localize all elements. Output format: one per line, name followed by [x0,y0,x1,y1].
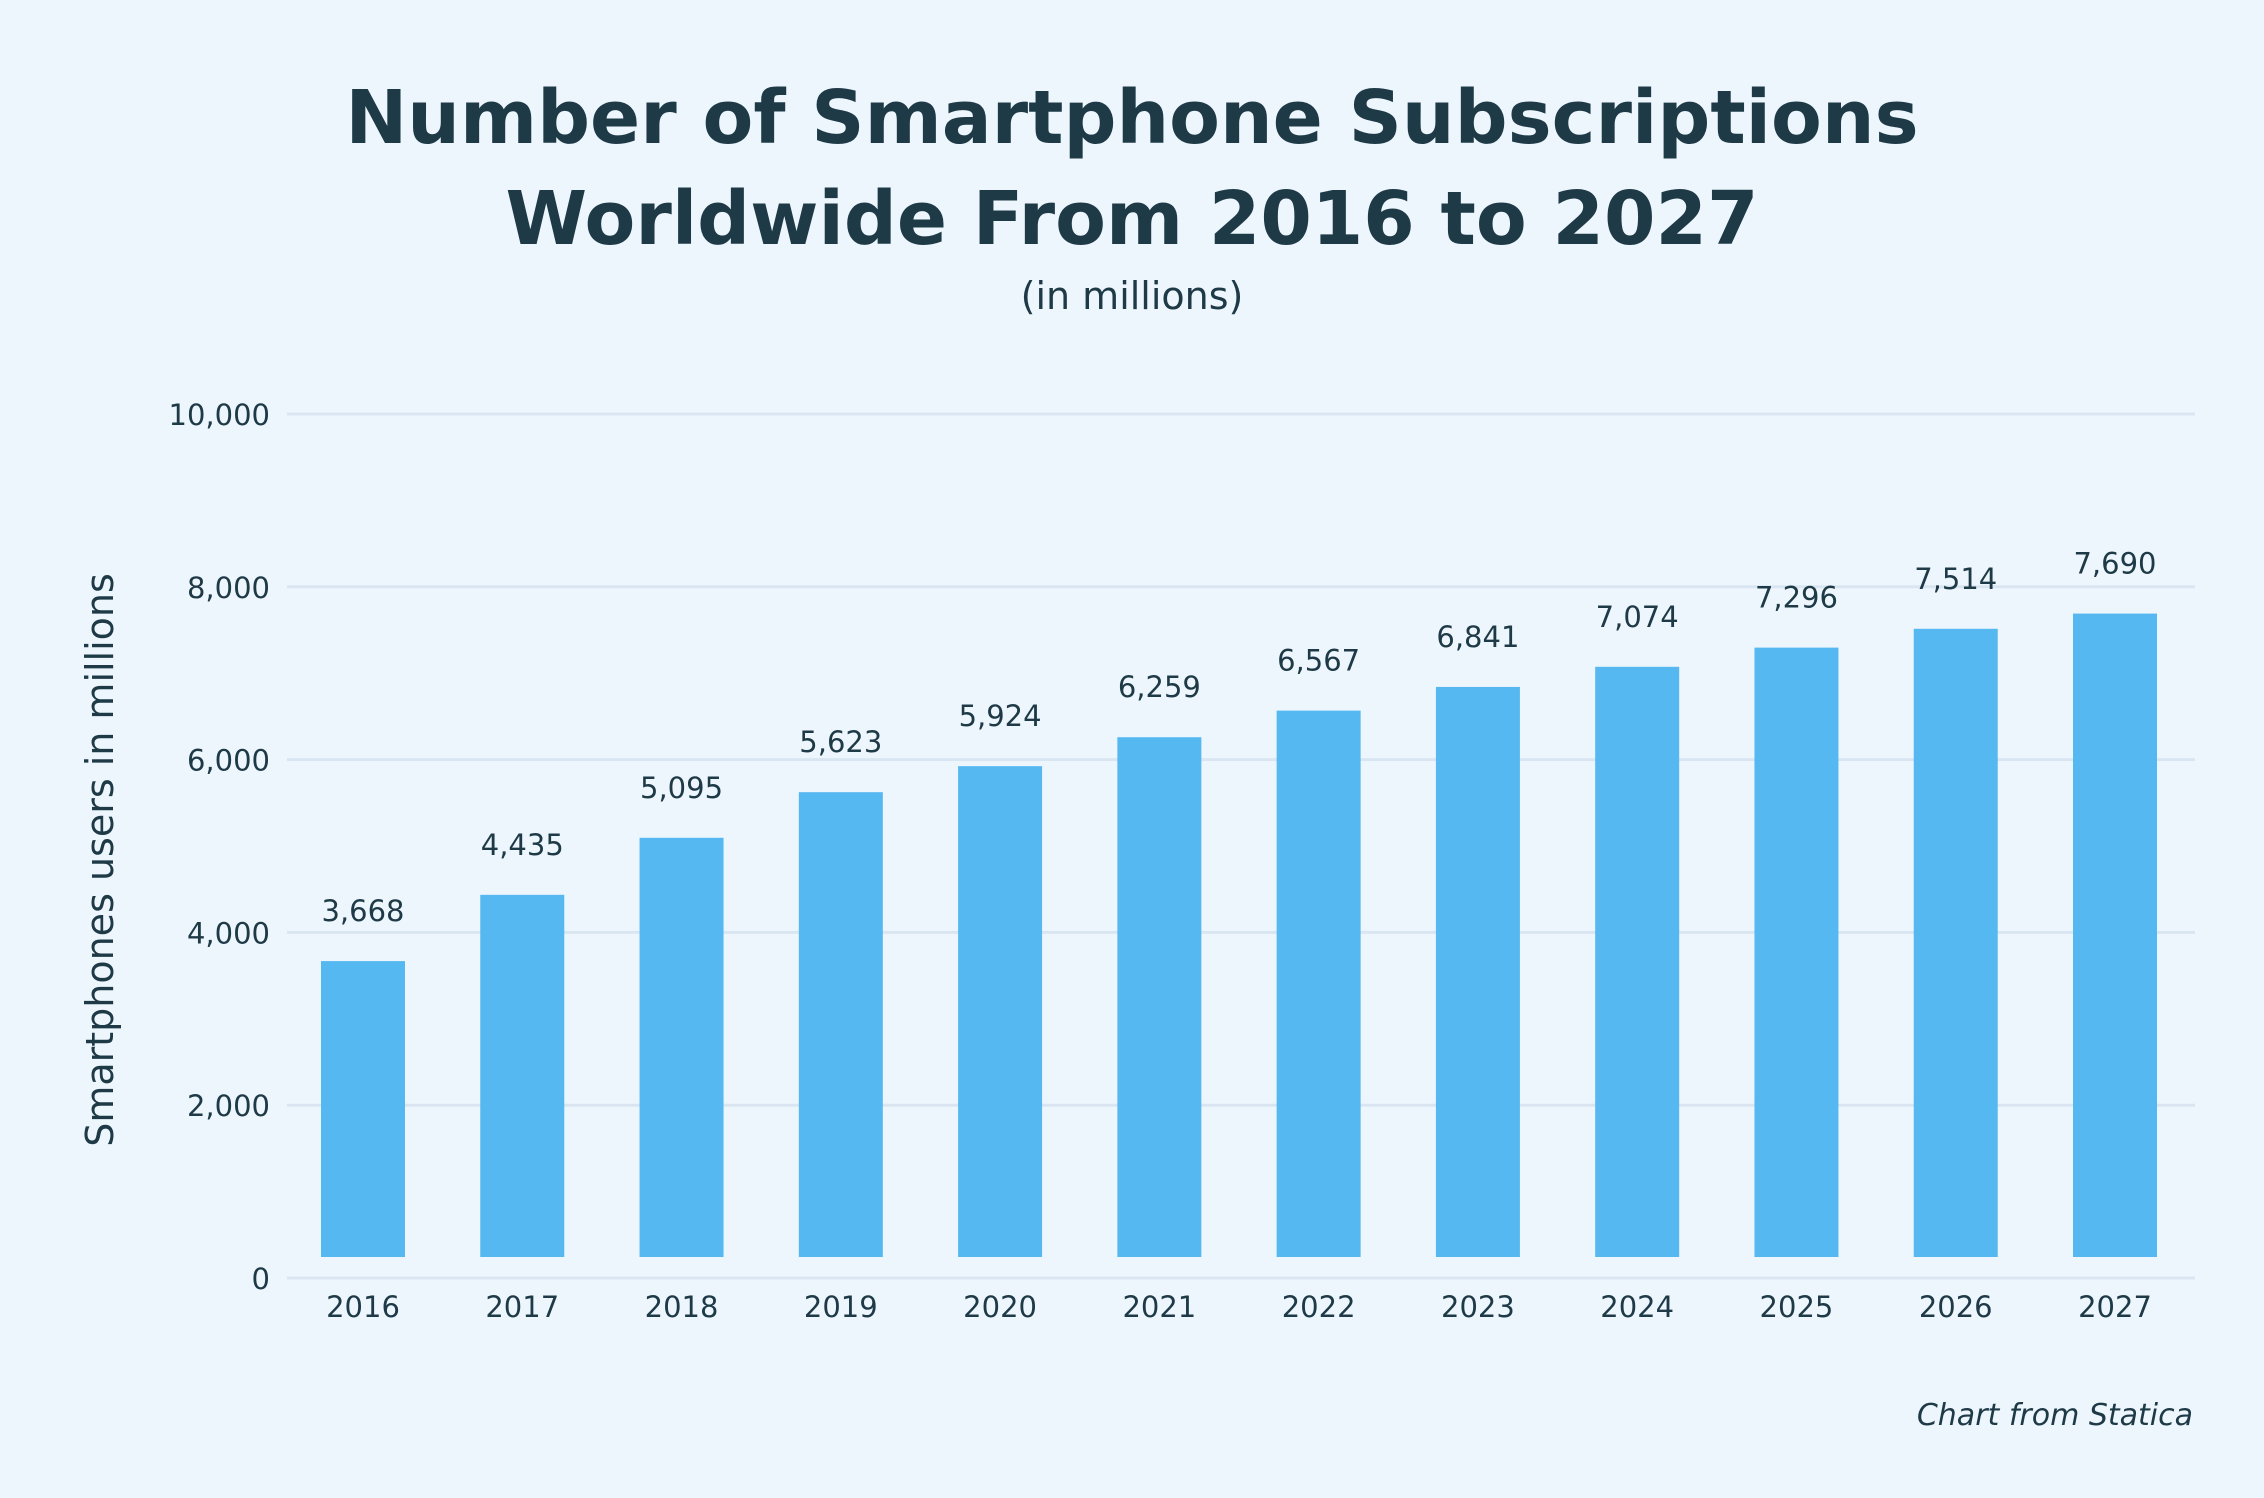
value-label-2018: 5,095 [640,771,723,805]
value-label-2026: 7,514 [1914,562,1997,596]
x-tick-label-2026: 2026 [1919,1290,1993,1324]
x-tick-label-2020: 2020 [963,1290,1037,1324]
bar-2020 [958,766,1043,1257]
x-axis-ticks: 2016 2017 2018 2019 2020 2021 2022 2023 2024 2025… [326,1290,2152,1324]
x-tick-label-2017: 2017 [485,1290,559,1324]
chart-title-line-2: Worldwide From 2016 to 2027 [506,176,1759,262]
x-tick-label-2019: 2019 [804,1290,878,1324]
value-label-2017: 4,435 [481,828,564,862]
x-tick-label-2022: 2022 [1282,1290,1356,1324]
x-tick-label-2018: 2018 [645,1290,719,1324]
chart-title-line-1: Number of Smartphone Subscriptions [345,75,1918,161]
y-tick-label: 0 [252,1262,270,1296]
bar-2017 [480,894,565,1257]
value-labels: 3,668 4,435 5,095 5,623 5,924 6,259 6,567 6,841… [321,547,2156,929]
bar-2026 [1913,628,1998,1257]
value-label-2021: 6,259 [1118,670,1201,704]
bar-2016 [321,961,405,1257]
bar-2018 [639,837,724,1257]
x-tick-label-2021: 2021 [1122,1290,1196,1324]
value-label-2023: 6,841 [1436,620,1519,654]
bar-2022 [1276,710,1361,1257]
gridlines [287,412,2195,1280]
chart-subtitle: (in millions) [1021,274,1244,318]
x-tick-label-2027: 2027 [2078,1290,2152,1324]
y-tick-label: 8,000 [187,571,270,605]
value-label-2016: 3,668 [321,894,404,928]
value-label-2022: 6,567 [1277,644,1360,678]
bar-2025 [1754,647,1839,1257]
y-tick-label: 6,000 [187,744,270,778]
value-label-2019: 5,623 [799,725,882,759]
y-tick-label: 4,000 [187,916,270,950]
x-tick-label-2025: 2025 [1760,1290,1834,1324]
x-tick-label-2023: 2023 [1441,1290,1515,1324]
value-label-2025: 7,296 [1755,581,1838,615]
y-tick-label: 2,000 [187,1089,270,1123]
x-tick-label-2016: 2016 [326,1290,400,1324]
bar-2027 [2073,613,2157,1257]
chart-title: Number of Smartphone Subscriptions World… [345,75,1918,262]
bars [321,613,2157,1257]
value-label-2020: 5,924 [959,699,1042,733]
y-axis-ticks: 0 2,000 4,000 6,000 8,000 10,000 [169,398,270,1296]
x-tick-label-2024: 2024 [1600,1290,1674,1324]
value-label-2027: 7,690 [2073,547,2156,581]
value-label-2024: 7,074 [1596,600,1679,634]
bar-2019 [798,792,883,1257]
y-axis-label: Smartphones users in millions [78,573,122,1147]
bar-2024 [1595,666,1680,1257]
chart-source: Chart from Statica [1917,1398,2193,1433]
y-tick-label: 10,000 [169,398,270,432]
bar-2021 [1117,737,1202,1257]
bar-2023 [1435,686,1520,1257]
